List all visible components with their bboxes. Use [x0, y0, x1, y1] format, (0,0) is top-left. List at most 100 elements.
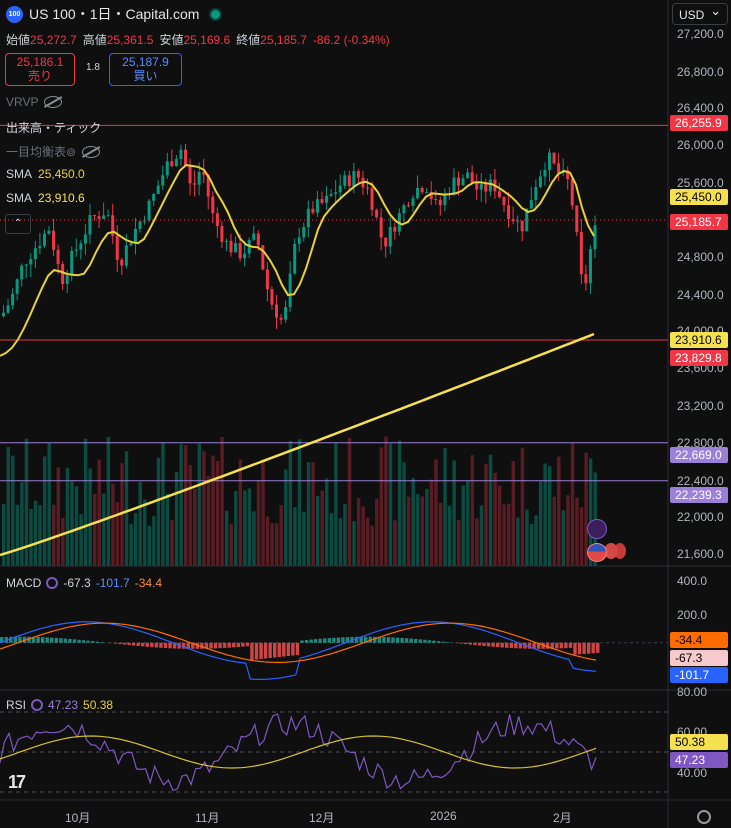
volume-bar: [534, 515, 538, 566]
macd-histogram-bar: [186, 642, 190, 649]
hline-top-tag[interactable]: 26,255.9: [670, 115, 728, 131]
economic-event-icon[interactable]: [604, 543, 618, 559]
low-label: 安値: [159, 33, 184, 47]
spread-value: 1.8: [86, 62, 100, 73]
macd-histogram-bar: [414, 638, 418, 643]
indicator-sma-fast[interactable]: SMA 25,450.0: [6, 167, 85, 181]
hline-purple2-tag[interactable]: 22,239.3: [670, 487, 728, 503]
volume-bar: [97, 459, 101, 566]
macd-histogram-bar: [377, 636, 382, 643]
candle-body: [179, 149, 183, 160]
hidden-eye-icon[interactable]: [44, 96, 63, 108]
macd-histogram-bar: [441, 641, 445, 643]
volume-bar: [42, 456, 47, 566]
change-value: -86.2 (-0.34%): [312, 33, 390, 47]
chart-settings-icon[interactable]: [697, 810, 711, 824]
rsi-line: [0, 713, 597, 792]
symbol-header[interactable]: 100 US 100・1日・Capital.com: [6, 4, 223, 24]
volume-bar: [384, 436, 388, 566]
volume-bar: [579, 507, 584, 566]
volume-bar: [6, 446, 10, 566]
candle-body: [548, 152, 551, 170]
macd-histogram-bar: [204, 642, 209, 649]
volume-bar: [566, 495, 570, 566]
volume-bar: [561, 510, 566, 566]
hline-purple1-tag[interactable]: 22,669.0: [670, 447, 728, 463]
volume-bar: [434, 459, 438, 566]
volume-bar: [406, 496, 411, 566]
macd-histogram-bar: [9, 636, 13, 643]
volume-bar: [129, 524, 133, 566]
candle-body: [438, 199, 442, 206]
us-flag-event-icon[interactable]: [587, 543, 607, 562]
macd-histogram-bar: [59, 638, 63, 643]
macd-histogram-bar: [468, 642, 473, 645]
rsi-settings-icon[interactable]: [31, 699, 44, 711]
macd-histogram-bar: [127, 642, 131, 646]
volume-bar: [315, 495, 320, 566]
macd-settings-icon[interactable]: [46, 577, 59, 589]
hline-mid-tag[interactable]: 23,829.8: [670, 350, 728, 366]
volume-bar: [275, 523, 279, 566]
indicator-sma-slow[interactable]: SMA 23,910.6: [6, 191, 85, 205]
collapse-legend-button[interactable]: ⌃: [5, 214, 31, 234]
volume-bar: [215, 461, 220, 566]
candle-body: [93, 215, 96, 217]
volume-bar: [548, 466, 552, 566]
volume-bar: [284, 469, 288, 566]
buy-button[interactable]: 25,187.9 買い: [109, 53, 182, 86]
volume-bar: [425, 488, 429, 566]
macd-label: MACD: [6, 576, 42, 590]
sma-fast-value: 25,450.0: [38, 167, 85, 181]
indicator-ichimoku[interactable]: 一目均衡表⊚: [6, 143, 101, 160]
lightning-event-icon[interactable]: [587, 519, 607, 539]
candle-body: [261, 245, 265, 270]
volume-bar: [570, 442, 575, 566]
macd-histogram-bar: [277, 642, 281, 658]
volume-bar: [311, 462, 315, 566]
sell-button[interactable]: 25,186.1 売り: [5, 53, 75, 86]
macd-legend[interactable]: MACD -67.3 -101.7 -34.4: [6, 576, 162, 590]
candle-body: [588, 249, 592, 284]
candle-body: [411, 198, 415, 206]
macd-histogram-bar: [141, 642, 145, 647]
macd-histogram-bar: [591, 642, 595, 654]
macd-histogram-bar: [27, 636, 31, 643]
volume-bar: [102, 493, 106, 566]
candle-body: [138, 221, 142, 229]
candle-body: [275, 304, 278, 318]
volume-bar: [115, 502, 120, 566]
sell-price: 25,186.1: [16, 55, 64, 69]
sma-slow-label: SMA: [6, 191, 33, 205]
candle-body: [129, 243, 133, 246]
candle-body: [538, 176, 542, 187]
volume-bar: [15, 504, 20, 566]
indicator-vrvp[interactable]: VRVP: [6, 95, 63, 109]
macd-histogram-bar: [418, 639, 422, 643]
macd-histogram-bar: [373, 636, 377, 643]
rsi-legend[interactable]: RSI 47.23 50.38: [6, 698, 113, 712]
hidden-eye-icon[interactable]: [82, 145, 101, 158]
volume-bar: [270, 523, 274, 566]
macd-histogram-bar: [91, 641, 95, 643]
candle-body: [170, 161, 174, 167]
volume-bar: [557, 456, 561, 566]
candle-body: [315, 199, 319, 213]
candle-body: [552, 152, 556, 164]
sma-slow-line: [0, 332, 595, 557]
price-tick: 24,400.0: [677, 288, 724, 302]
indicator-volume[interactable]: 出来高・ティック: [6, 119, 101, 136]
candle-body: [238, 243, 242, 259]
tradingview-logo[interactable]: 17: [8, 772, 26, 792]
candle-body: [461, 178, 465, 186]
currency-select[interactable]: USD: [672, 0, 728, 25]
volume-bar: [484, 463, 488, 566]
macd-histogram-bar: [409, 638, 413, 643]
macd-histogram-bar: [232, 642, 236, 648]
volume-bar: [65, 467, 70, 566]
macd-histogram-bar: [295, 642, 300, 656]
volume-bar: [247, 488, 252, 566]
candle-body: [83, 234, 87, 244]
macd-histogram-bar: [95, 641, 99, 643]
